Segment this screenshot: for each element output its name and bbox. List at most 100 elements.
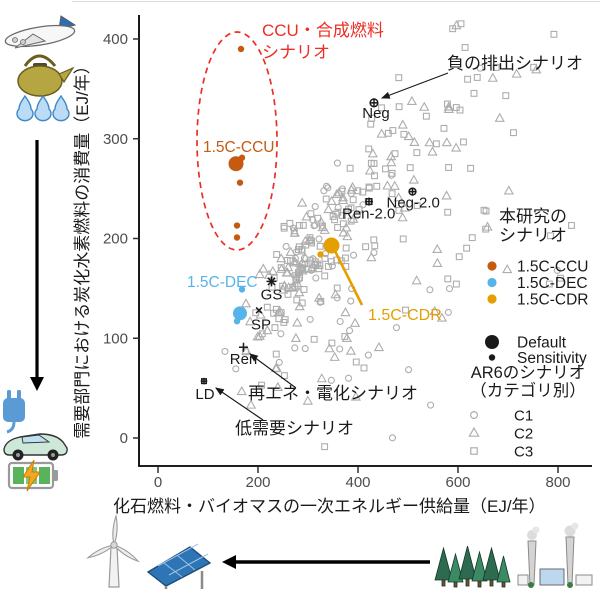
ar6-point-c3 [557,274,564,282]
scenario-point-default-ccu [228,156,244,172]
ar6-point-c1 [316,298,324,306]
ar6-point-c2 [443,103,454,113]
ar6-point-c3 [293,275,300,283]
ar6-point-c3 [463,244,471,252]
ar6-point-c3 [316,242,324,250]
ren-annotation-arrow [249,353,297,389]
ar6-point-c3 [342,244,350,252]
ar6-point-c1 [275,358,283,366]
scenario-point-sensitivity-ccu [236,179,244,186]
ar6-point-c3 [318,222,326,230]
ar6-point-c2 [297,197,308,207]
ar6-point-c2 [240,298,252,308]
ar6-point-c3 [339,220,347,228]
kettle-icon [17,54,75,97]
ar6-point-c2 [482,221,493,231]
ar6-point-c2 [441,190,452,200]
ccu-group-label-line1: CCU・合成燃料 [262,21,384,40]
ar6-point-c2 [389,180,400,190]
y-axis-title: 需要部門における炭化水素燃料の消費量（EJ/年） [73,57,92,439]
ar6-point-c2 [429,305,440,315]
ar6-point-c2 [386,157,397,167]
ar6-point-c3 [280,222,288,230]
legend-ar6-marker-c2 [468,426,480,437]
ar6-point-c2 [302,395,313,405]
ar6-point-c2 [376,128,387,138]
ar6-point-c1 [301,261,309,269]
ar6-point-c2 [324,343,335,353]
ar6-point-c2 [432,243,443,254]
ar6-point-c2 [419,101,430,111]
x-tick-label: 0 [154,474,162,491]
ar6-point-c3 [371,172,378,180]
ar6-point-c3 [502,92,510,100]
ar6-point-c2 [285,246,296,256]
ar6-point-c3 [382,165,389,173]
ar6-point-c2 [297,263,308,273]
ar6-point-c1 [291,344,299,352]
ar6-point-c1 [553,266,561,274]
ar6-point-c3 [252,309,260,317]
ar6-point-c3 [413,149,421,157]
scenario-point-sensitivity-dec [238,286,246,293]
ar6-point-c2 [337,192,349,202]
ar6-point-c1 [232,365,240,373]
ar6-point-c3 [391,150,399,158]
cdr-series-label: 1.5C-CDR [368,307,442,324]
ar6-point-c3 [395,74,403,82]
ar6-point-c3 [384,129,392,137]
ar6-point-c3 [321,254,329,262]
ar6-point-c3 [568,221,575,229]
legend: 本研究の シナリオ AR6のシナリオ （カテゴリ別） 1.5C-CCU1.5C-… [468,207,588,461]
ar6-point-c3 [327,258,335,266]
ar6-point-c3 [310,335,318,343]
legend-ar6-label-c1: C1 [514,408,533,425]
ar6-point-c2 [350,391,361,401]
ar6-point-c1 [387,171,395,179]
ar6-point-c3 [291,282,299,290]
ar6-point-c3 [388,190,396,198]
marker-neg-2.0 [408,187,417,196]
ar6-point-c3 [444,208,452,216]
ar6-point-c1 [311,203,319,211]
legend-label-ccu: 1.5C-CCU [517,259,588,276]
ar6-point-c2 [403,130,414,141]
ar6-point-c2 [397,119,408,129]
ar6-point-c3 [482,207,490,215]
marker-ren [239,342,248,352]
ar6-point-c2 [386,151,397,161]
ar6-point-c3 [334,224,342,231]
ar6-point-c1 [324,184,332,192]
ar6-point-c3 [312,261,320,269]
ar6-point-c2 [382,180,393,190]
wind-turbine-icon [85,513,140,588]
ar6-point-c2 [503,185,514,195]
ar6-point-c1 [334,203,342,212]
ar6-point-c2 [406,95,418,106]
ar6-point-c3 [300,285,308,293]
x-axis-title: 化石燃料・バイオマスの一次エネルギー供給量（EJ/年） [113,497,546,516]
ar6-point-c2 [323,203,334,214]
ar6-point-c3 [306,234,314,242]
y-tick-label: 300 [103,131,128,148]
neg-annotation-arrow [380,72,449,99]
x-tick-label: 400 [345,474,370,491]
ar6-point-c3 [480,206,488,214]
ar6-point-c3 [355,206,363,214]
point-label-neg: Neg [362,105,390,122]
ar6-point-c1 [311,221,319,229]
ar6-point-c1 [338,185,346,193]
scenario-point-sensitivity-ccu [237,45,245,53]
ar6-point-c2 [252,331,263,341]
ar6-point-c3 [322,195,330,203]
point-label-neg-2.0: Neg-2.0 [387,195,440,212]
ar6-point-c2 [409,136,420,146]
ar6-point-c3 [467,164,475,172]
ccu-group-label-line2: シナリオ [262,43,330,62]
ar6-point-c3 [492,64,500,71]
renewables-electrification-label: 再エネ・電化シナリオ [248,384,418,403]
ar6-point-c3 [263,303,271,311]
